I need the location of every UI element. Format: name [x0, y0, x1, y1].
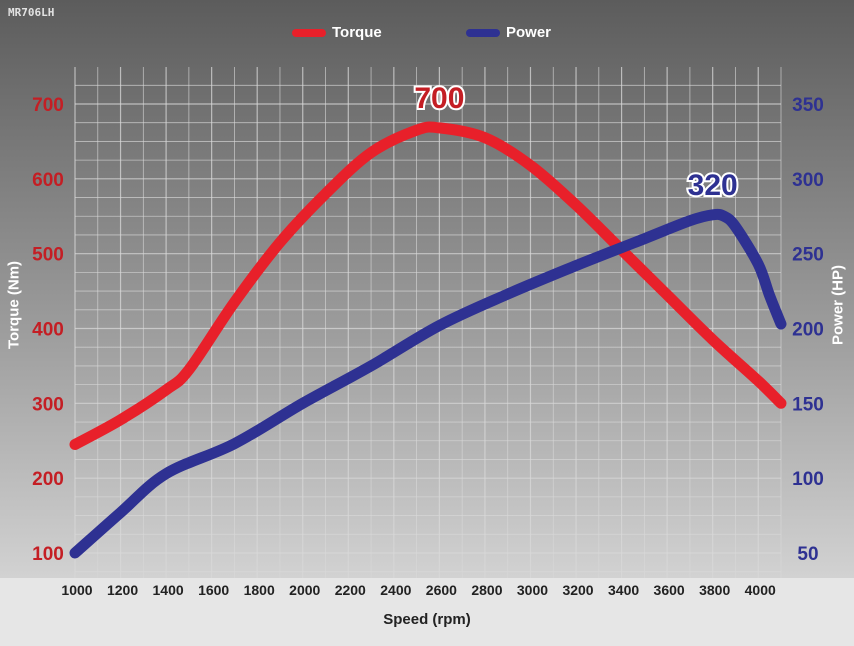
x-tick-label: 3600	[654, 582, 685, 598]
legend-swatch-torque	[292, 28, 326, 37]
peak-annotation: 320	[688, 169, 738, 202]
x-tick-label: 4000	[745, 582, 776, 598]
x-tick-label: 2000	[289, 582, 320, 598]
peak-annotation: 700	[414, 82, 464, 115]
x-tick-label: 2200	[335, 582, 366, 598]
y2-tick-label: 250	[792, 245, 824, 266]
y2-tick-label: 100	[792, 469, 824, 490]
grid	[74, 67, 782, 578]
tick-labels: 100 200 300 400 500 600 700 50 100 150 200 250 300 35…	[32, 80, 824, 598]
y-tick-label: 700	[32, 95, 64, 116]
model-label: MR706LH	[8, 6, 55, 19]
legend-item-torque: Torque	[292, 24, 382, 41]
y-tick-label: 400	[32, 320, 64, 341]
y2-tick-label: 300	[792, 170, 824, 191]
y-tick-label: 500	[32, 245, 64, 266]
y2-tick-label: 50	[797, 544, 818, 565]
y-axis-title-power: Power (HP)	[829, 264, 847, 346]
chart-background	[0, 0, 854, 578]
x-tick-label: 1400	[153, 582, 184, 598]
legend-label-torque: Torque	[332, 24, 382, 41]
x-tick-label: 1600	[198, 582, 229, 598]
x-axis-title: Speed (rpm)	[383, 611, 471, 628]
x-tick-label: 2600	[426, 582, 457, 598]
y-axis-title-torque: Torque (Nm)	[5, 260, 23, 350]
legend-label-power: Power	[506, 24, 552, 41]
x-tick-label: 2400	[380, 582, 411, 598]
y-tick-label: 100	[32, 544, 64, 565]
x-tick-label: 3800	[699, 582, 730, 598]
x-tick-label: 3200	[562, 582, 593, 598]
x-tick-label: 3000	[517, 582, 548, 598]
series-line-torque	[69, 121, 787, 450]
x-tick-label: 1200	[107, 582, 138, 598]
y-tick-label: 300	[32, 394, 64, 415]
legend-swatch-power	[466, 28, 500, 37]
y2-tick-label: 150	[792, 394, 824, 415]
legend-item-power: Power	[466, 24, 551, 41]
y2-tick-label: 350	[792, 95, 824, 116]
y-tick-label: 200	[32, 469, 64, 490]
y-tick-label: 600	[32, 170, 64, 191]
x-tick-label: 3400	[608, 582, 639, 598]
series-layer	[69, 121, 787, 559]
y2-tick-label: 200	[792, 320, 824, 341]
x-tick-label: 1000	[61, 582, 92, 598]
series-line-power	[69, 208, 787, 559]
x-axis-band	[0, 578, 854, 646]
x-tick-label: 2800	[471, 582, 502, 598]
x-tick-label: 1800	[244, 582, 275, 598]
